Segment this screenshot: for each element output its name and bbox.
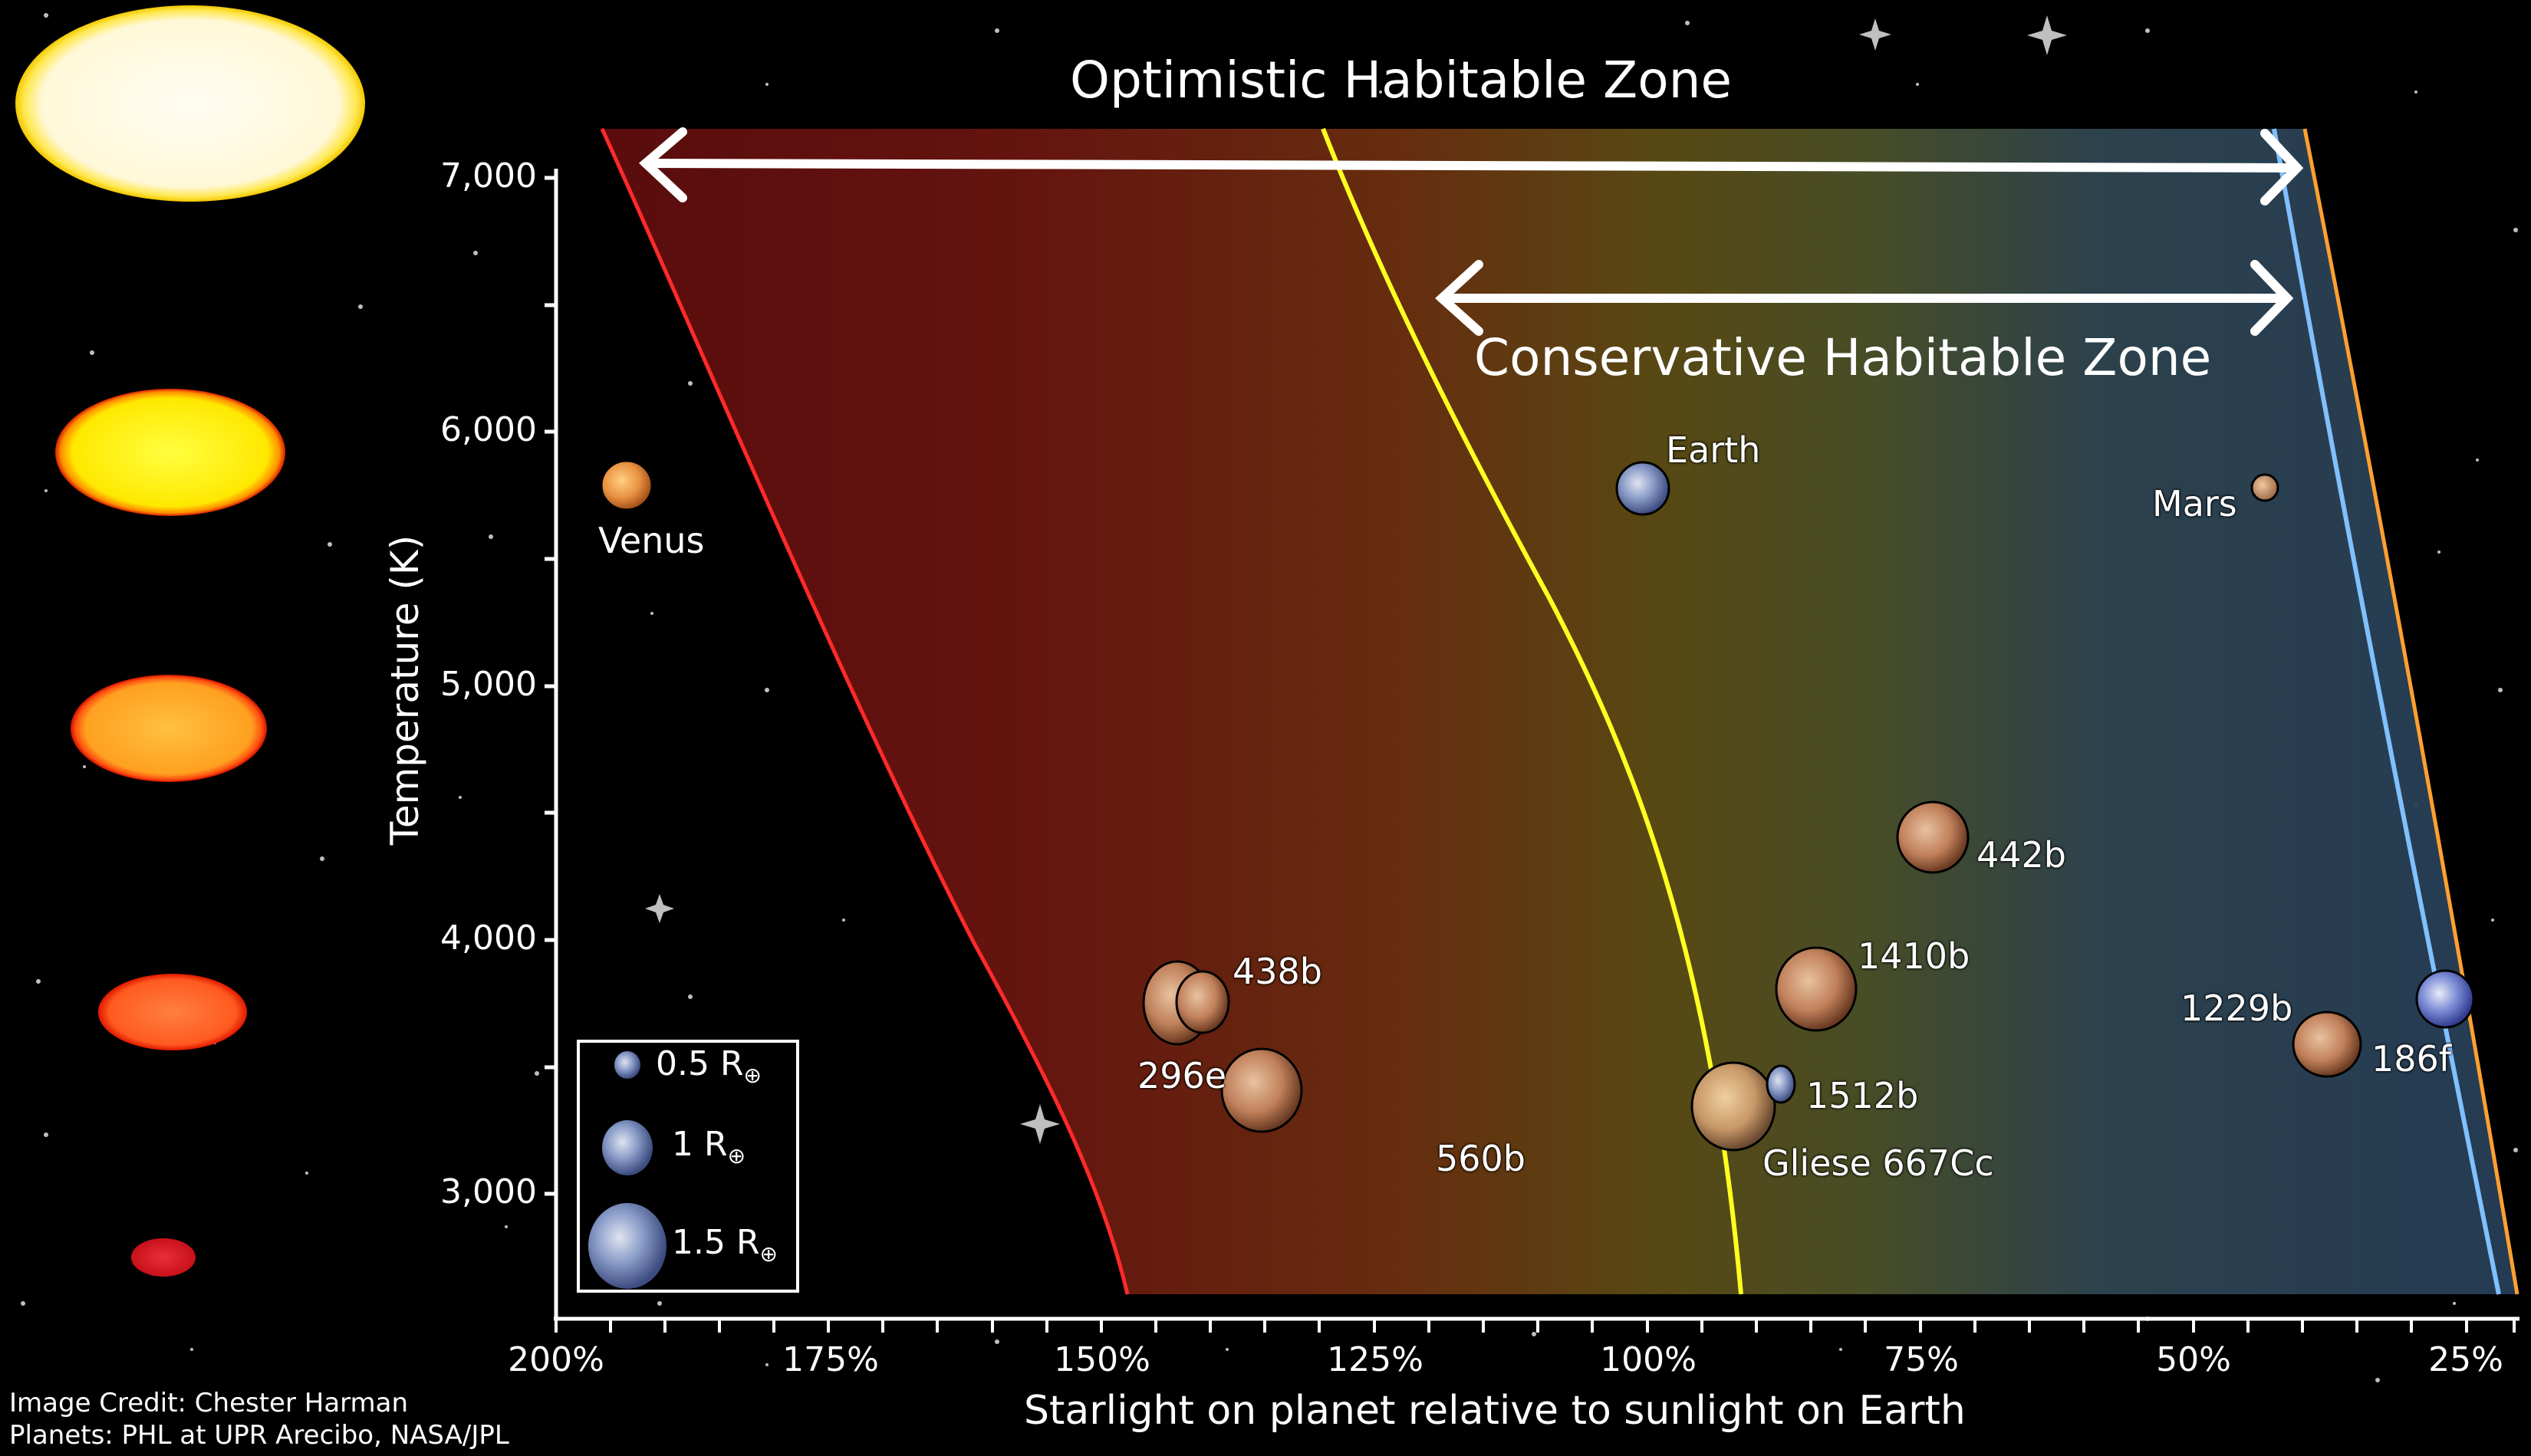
mars-icon	[2250, 473, 2279, 502]
y-axis-label: Temperature (K)	[383, 534, 427, 846]
venus-icon	[600, 459, 653, 511]
label-186f: 186f	[2371, 1038, 2451, 1080]
legend-medium-planet-icon	[602, 1120, 653, 1175]
planet-1410b-icon	[1775, 946, 1858, 1032]
planet-442b-icon	[1896, 800, 1970, 874]
y-tick-5000: 5,000	[440, 665, 537, 704]
label-earth: Earth	[1666, 429, 1761, 471]
planet-560b-icon	[1220, 1047, 1303, 1133]
starfield	[21, 13, 2518, 1382]
optimistic-outer-boundary	[2302, 128, 2519, 1295]
x-tick-200: 200%	[508, 1340, 604, 1379]
label-296e: 296e	[1137, 1055, 1227, 1096]
legend-entry-medium: 1 R⊕	[672, 1125, 746, 1168]
yellow-star-icon	[55, 389, 285, 516]
planet-1229b-icon	[2292, 1011, 2362, 1078]
image-credit: Image Credit: Chester Harman	[9, 1388, 409, 1418]
optimistic-inner-boundary	[600, 127, 1130, 1295]
label-1512b: 1512b	[1806, 1075, 1919, 1116]
x-tick-50: 50%	[2156, 1340, 2231, 1379]
size-legend	[577, 1040, 799, 1293]
y-tick-3000: 3,000	[440, 1172, 537, 1211]
y-tick-6000: 6,000	[440, 410, 537, 449]
conservative-outer-boundary	[2272, 128, 2501, 1295]
planets	[600, 459, 2475, 1152]
y-axis	[545, 169, 558, 1319]
label-1410b: 1410b	[1858, 935, 1970, 977]
planets-credit: Planets: PHL at UPR Arecibo, NASA/JPL	[9, 1420, 509, 1451]
legend-small-planet-icon	[614, 1051, 640, 1079]
x-tick-175: 175%	[782, 1340, 879, 1379]
planet-186f-icon	[2415, 969, 2475, 1029]
red-orange-star-icon	[98, 974, 247, 1050]
label-442b: 442b	[1976, 834, 2066, 876]
x-tick-25: 25%	[2428, 1340, 2503, 1379]
planet-438b-icon	[1175, 970, 1230, 1034]
legend-entry-large: 1.5 R⊕	[672, 1223, 778, 1267]
x-axis	[554, 1316, 2519, 1333]
legend-large-planet-icon	[588, 1203, 666, 1289]
x-tick-100: 100%	[1600, 1340, 1697, 1379]
orange-star-icon	[71, 675, 267, 782]
conservative-zone-title: Conservative Habitable Zone	[1474, 328, 2212, 387]
legend-planet-icons	[588, 1051, 666, 1289]
legend-entry-small: 0.5 R⊕	[656, 1044, 762, 1088]
x-axis-label: Starlight on planet relative to sunlight…	[1024, 1388, 1966, 1434]
label-mars: Mars	[2152, 483, 2237, 524]
earth-icon	[1615, 461, 1670, 516]
habitable-zone-band	[602, 129, 2517, 1294]
red-dwarf-star-icon	[131, 1238, 196, 1277]
y-tick-7000: 7,000	[440, 156, 537, 196]
conservative-inner-boundary	[1321, 127, 1743, 1295]
x-tick-75: 75%	[1884, 1340, 1959, 1379]
label-438b: 438b	[1233, 951, 1322, 992]
optimistic-zone-title: Optimistic Habitable Zone	[1070, 51, 1733, 110]
y-tick-4000: 4,000	[440, 919, 537, 958]
white-star-icon	[15, 5, 365, 202]
label-560b: 560b	[1436, 1138, 1526, 1179]
planet-1512b-icon	[1766, 1064, 1796, 1104]
label-gliese-667cc: Gliese 667Cc	[1762, 1142, 1994, 1184]
label-venus: Venus	[598, 520, 705, 561]
label-1229b: 1229b	[2180, 988, 2293, 1029]
stellar-type-sequence	[15, 5, 365, 1277]
x-tick-125: 125%	[1327, 1340, 1423, 1379]
conservative-zone-arrow	[1435, 260, 2294, 336]
optimistic-zone-arrow	[639, 127, 2304, 205]
x-tick-150: 150%	[1054, 1340, 1150, 1379]
planet-gliese667cc-icon	[1690, 1061, 1776, 1152]
